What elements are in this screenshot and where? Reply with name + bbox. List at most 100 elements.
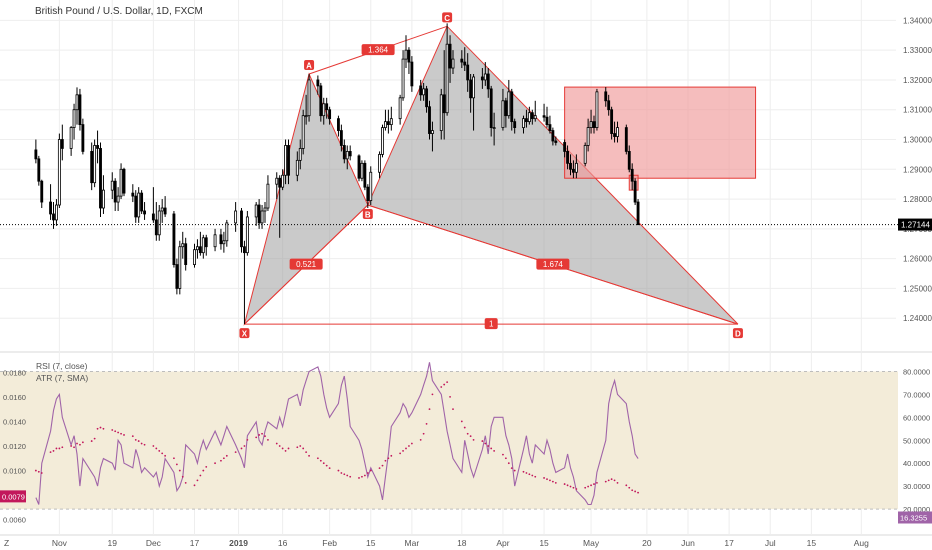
candle-body — [213, 234, 217, 248]
atr-point — [246, 438, 249, 441]
candle-body — [533, 115, 537, 120]
atr-point — [522, 470, 525, 473]
atr-point — [316, 457, 319, 460]
candle-body — [407, 49, 411, 63]
price-tick-label: 1.28000 — [903, 195, 932, 204]
candle-body — [319, 85, 323, 117]
rsi-tick-label: 60.0000 — [903, 413, 930, 422]
x-tick-label: 15 — [366, 538, 376, 548]
candle-body — [525, 118, 528, 123]
candle-body — [451, 58, 455, 69]
x-tick-label: 2019 — [229, 538, 248, 548]
indicator-series[interactable] — [34, 362, 639, 506]
atr-point — [387, 457, 390, 460]
atr-point — [278, 445, 281, 447]
atr-point — [446, 381, 449, 384]
atr-point — [431, 393, 434, 396]
atr-point — [81, 441, 84, 444]
atr-point — [308, 454, 310, 457]
candle-body — [445, 43, 449, 114]
atr-point — [134, 438, 137, 441]
rsi-tick-label: 20.0000 — [903, 505, 930, 514]
atr-point — [140, 442, 143, 445]
atr-point — [322, 462, 325, 465]
atr-point — [325, 464, 328, 467]
pattern-point-label: D — [735, 330, 741, 339]
candle-body — [466, 64, 470, 81]
atr-point — [205, 465, 208, 468]
atr-point — [255, 436, 258, 439]
candle-body — [483, 73, 487, 81]
candle-body — [419, 85, 423, 96]
atr-point — [607, 479, 610, 482]
axes: Nov 19 Dec 17 2019 16 Feb 15 Mar 18 Apr 15 May 20 Jun 1… — [3, 16, 932, 548]
atr-point — [428, 408, 431, 411]
atr-tick-label: 0.0120 — [3, 442, 26, 451]
candle-body — [357, 155, 361, 179]
rsi-tick-label: 30.0000 — [903, 482, 930, 491]
candle-body — [472, 76, 475, 99]
atr-point — [631, 489, 634, 492]
candle-body — [131, 192, 135, 197]
atr-point — [261, 432, 263, 435]
candle-body — [234, 210, 238, 224]
rsi-tick-label: 50.0000 — [903, 436, 930, 445]
candle-body — [198, 246, 202, 254]
candle-body — [460, 58, 464, 63]
atr-point — [214, 462, 216, 465]
atr-point — [161, 452, 164, 455]
pattern-point-label: A — [306, 61, 312, 70]
atr-point — [460, 420, 463, 423]
atr-point — [328, 467, 331, 470]
x-tick-label: Jul — [765, 538, 776, 548]
atr-point — [551, 480, 554, 483]
price-tick-label: 1.33000 — [903, 46, 932, 55]
target-zone — [564, 86, 757, 179]
atr-point — [610, 478, 613, 481]
atr-point — [381, 464, 384, 467]
atr-point — [178, 469, 181, 472]
atr-point — [637, 491, 639, 494]
atr-point — [120, 432, 122, 435]
atr-point — [184, 481, 187, 484]
candle-body — [75, 94, 79, 111]
candle-body — [404, 49, 408, 60]
harmonic-pattern[interactable] — [243, 25, 757, 326]
atr-point — [390, 454, 393, 457]
atr-point — [572, 486, 575, 489]
candle-body — [284, 145, 287, 176]
atr-point — [410, 442, 413, 445]
atr-point — [202, 469, 205, 472]
pattern-point-tag — [362, 209, 373, 220]
atr-point — [287, 447, 290, 450]
rsi-tick-label: 70.0000 — [903, 390, 930, 399]
candle-body — [134, 195, 138, 218]
atr-point — [481, 440, 484, 442]
candle-body — [140, 192, 144, 212]
atr-point — [158, 450, 161, 452]
atr-point — [275, 442, 278, 445]
atr-point — [37, 470, 40, 473]
pattern-point-label: B — [365, 211, 371, 220]
candlestick-series[interactable] — [34, 23, 640, 325]
atr-point — [425, 422, 428, 425]
atr-point — [296, 446, 299, 449]
candle-body — [592, 121, 596, 128]
candle-body — [298, 148, 302, 161]
symbol-title: British Pound / U.S. Dollar, 1D, FXCM — [35, 6, 203, 17]
candle-body — [389, 118, 393, 126]
candle-body — [260, 210, 264, 224]
candle-body — [113, 180, 117, 203]
ratio-label: 1.364 — [368, 46, 389, 55]
candle-body — [398, 97, 402, 120]
atr-point — [234, 451, 237, 454]
x-tick-label: Aug — [854, 538, 869, 548]
atr-point — [507, 462, 510, 465]
candle-body — [90, 151, 94, 184]
atr-point — [114, 430, 117, 433]
candle-body — [34, 149, 38, 160]
atr-tick-label: 0.0180 — [3, 368, 26, 377]
atr-point — [319, 459, 322, 462]
candle-body — [81, 124, 85, 152]
